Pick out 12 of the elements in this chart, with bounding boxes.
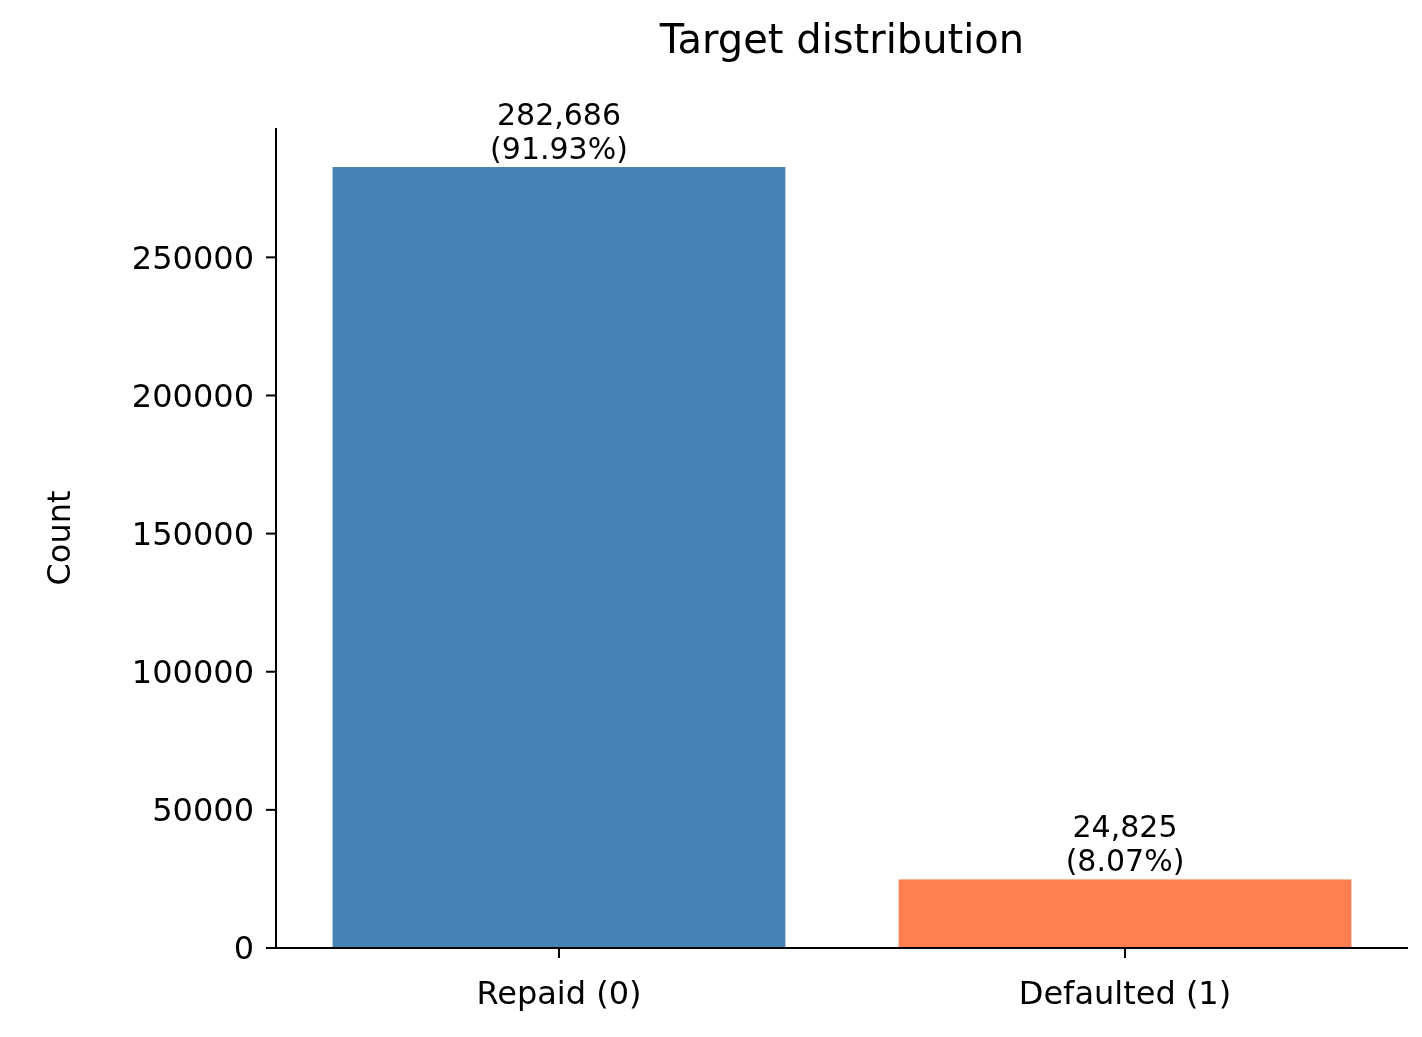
y-tick-label: 150000 [131, 514, 254, 553]
y-tick-label: 0 [233, 929, 254, 968]
y-tick-label: 50000 [152, 791, 254, 830]
data-label: 24,825 (8.07%) [1065, 809, 1185, 879]
chart-title: Target distribution [658, 16, 1025, 62]
data-label: 282,686 (91.93%) [490, 97, 628, 167]
y-tick-label: 250000 [131, 238, 254, 277]
y-axis-title: Count [40, 490, 78, 586]
x-tick-label: Repaid (0) [476, 974, 642, 1012]
y-tick-label: 100000 [131, 652, 254, 691]
y-tick-label: 200000 [131, 376, 254, 415]
x-tick-label: Defaulted (1) [1018, 974, 1232, 1012]
